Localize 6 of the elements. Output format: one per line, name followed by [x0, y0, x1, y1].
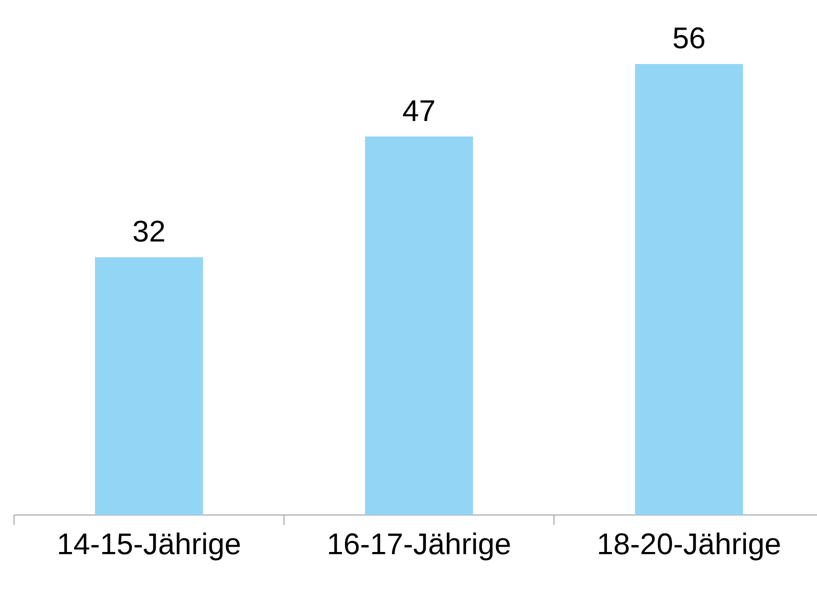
x-tick-label: 16-17-Jährige — [329, 532, 510, 560]
data-label: 32 — [134, 220, 164, 242]
x-tick-label: 18-20-Jährige — [599, 532, 780, 560]
data-label: 47 — [403, 100, 434, 121]
data-label: 56 — [674, 27, 704, 48]
x-tick-label: 14-15-Jährige — [59, 532, 240, 560]
